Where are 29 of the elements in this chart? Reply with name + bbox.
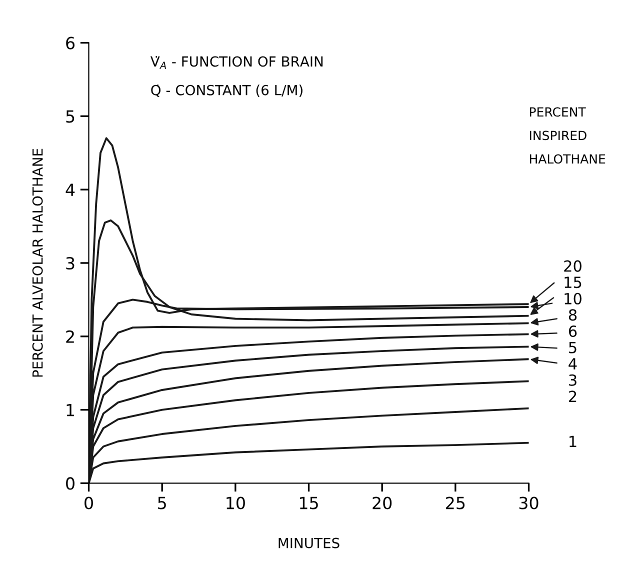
x-tick-label: 20 xyxy=(372,496,392,510)
annotation: V̇$_{A}$ - FUNCTION OF BRAIN xyxy=(150,56,323,69)
legend-label: 10 xyxy=(564,292,582,304)
annotation: Q̇ - CONSTANT (6 L/M) xyxy=(151,84,302,97)
legend-label: 6 xyxy=(568,325,577,338)
text: 15 xyxy=(564,276,582,288)
x-tick-label: 0 xyxy=(84,496,93,510)
text: 20 xyxy=(564,260,582,272)
legend-label: 8 xyxy=(568,309,577,321)
y-tick-label: 0 xyxy=(66,477,74,490)
x-tick-label: 15 xyxy=(300,496,318,510)
legend-label: 5 xyxy=(569,342,576,354)
x-tick-label: 10 xyxy=(226,496,245,510)
x-tick-label: 5 xyxy=(158,496,166,510)
text: 2 xyxy=(569,390,576,402)
x-tick-label: 30 xyxy=(519,496,538,510)
legend-label: 4 xyxy=(568,358,577,370)
x-axis-title: MINUTES xyxy=(278,538,340,548)
y-tick-label: 2 xyxy=(66,330,74,343)
text: 3 xyxy=(569,374,576,386)
text: 1 xyxy=(570,436,576,448)
y-tick-label: 6 xyxy=(66,36,75,50)
y-axis-title: PERCENT ALVEOLAR HALOTHANE xyxy=(32,148,43,377)
legend-title: PERCENT INSPIRED HALOTHANE xyxy=(530,107,606,164)
y-tick-label: 3 xyxy=(66,256,74,270)
y-tick-label: 4 xyxy=(66,184,75,196)
y-tick-label: 1 xyxy=(66,404,74,416)
x-tick-label: 25 xyxy=(446,496,465,510)
y-tick-label: 5 xyxy=(66,110,74,123)
